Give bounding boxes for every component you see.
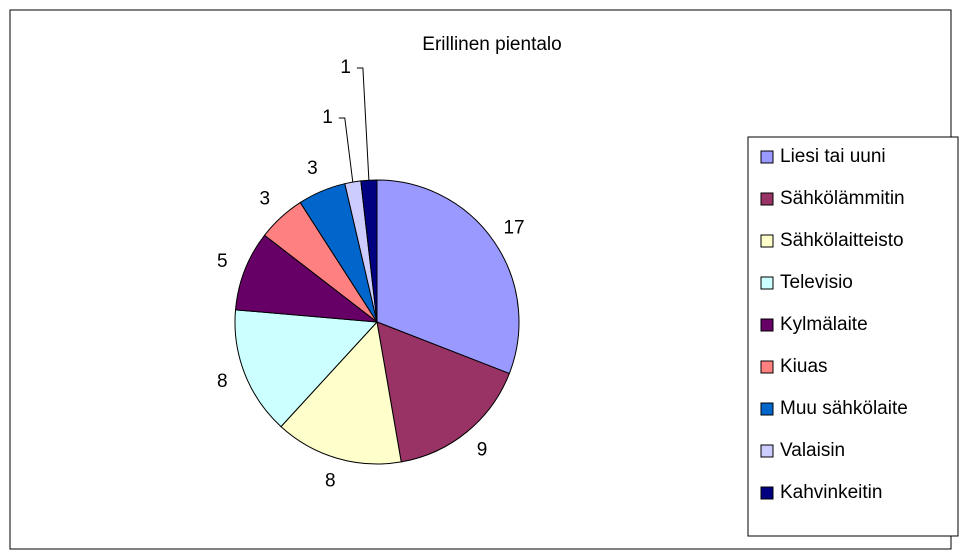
data-label: 1 (322, 107, 333, 128)
legend-swatch (760, 234, 774, 248)
legend-swatch (760, 192, 774, 206)
legend-swatch (760, 486, 774, 500)
pie-slice (376, 179, 520, 375)
data-label: 8 (325, 470, 336, 491)
pie-slice (360, 179, 378, 323)
legend-label: Kiuas (780, 356, 828, 377)
data-label: 1 (340, 57, 351, 78)
pie-slice (280, 320, 402, 465)
leader-line (338, 117, 354, 183)
legend-swatch (760, 444, 774, 458)
legend-label: Sähkölämmitin (780, 188, 905, 209)
leader-line (356, 67, 370, 181)
legend-box (747, 136, 959, 537)
legend-label: Sähkölaitteisto (780, 230, 904, 251)
legend-swatch (760, 276, 774, 290)
legend-swatch (760, 150, 774, 164)
legend-label: Muu sähkölaite (780, 398, 908, 419)
data-label: 9 (477, 440, 488, 461)
legend-label: Televisio (780, 272, 853, 293)
chart-title: Erillinen pientalo (422, 34, 561, 55)
pie-slice (234, 234, 379, 323)
legend-swatch (760, 360, 774, 374)
data-label: 17 (503, 217, 524, 238)
legend-label: Kylmälaite (780, 314, 868, 335)
data-label: 5 (217, 251, 228, 272)
legend-label: Liesi tai uuni (780, 146, 886, 167)
legend-swatch (760, 318, 774, 332)
pie-slice (376, 321, 510, 463)
legend-swatch (760, 402, 774, 416)
data-label: 3 (259, 189, 270, 210)
pie-slice (234, 309, 379, 428)
legend-label: Kahvinkeitin (780, 482, 882, 503)
data-label: 8 (217, 371, 228, 392)
data-label: 3 (307, 158, 318, 179)
legend-label: Valaisin (780, 440, 845, 461)
